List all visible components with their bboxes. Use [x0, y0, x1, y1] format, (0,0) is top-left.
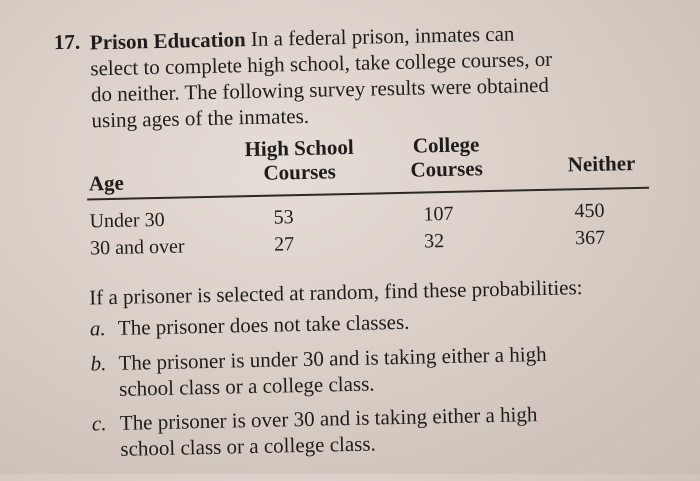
cell-college: 107 [423, 202, 454, 226]
item-letter: a. [89, 316, 106, 341]
item-letter: b. [90, 351, 107, 376]
header-college: College Courses [386, 132, 507, 183]
cell-age: 30 and over [89, 235, 185, 260]
cell-neither: 450 [574, 199, 605, 223]
problem-intro: Prison Education In a federal prison, in… [90, 18, 652, 134]
cell-neither: 367 [574, 226, 606, 250]
cell-high-school: 27 [273, 233, 295, 256]
item-line: The prisoner does not take classes. [117, 309, 410, 340]
header-college-line1: College [412, 132, 480, 158]
cell-age: Under 30 [89, 208, 165, 233]
header-high-school-line2: Courses [263, 159, 337, 185]
header-high-school: High School Courses [234, 135, 365, 186]
header-college-line2: Courses [410, 156, 484, 182]
cell-college: 32 [423, 230, 445, 253]
item-text: The prisoner is over 30 and is taking ei… [120, 399, 641, 462]
problem-title: Prison Education [89, 27, 246, 55]
item-letter: c. [91, 411, 107, 436]
question-item-b: b. The prisoner is under 30 and is takin… [90, 339, 630, 401]
item-text: The prisoner does not take classes. [118, 304, 638, 341]
problem-number: 17. [53, 29, 81, 55]
table-header-rule [87, 186, 650, 201]
cell-high-school: 53 [273, 206, 294, 229]
header-neither: Neither [567, 151, 636, 177]
header-age: Age [88, 170, 125, 196]
header-high-school-line1: High School [244, 134, 354, 162]
question-item-c: c. The prisoner is over 30 and is taking… [92, 399, 632, 461]
item-text: The prisoner is under 30 and is taking e… [118, 339, 639, 402]
